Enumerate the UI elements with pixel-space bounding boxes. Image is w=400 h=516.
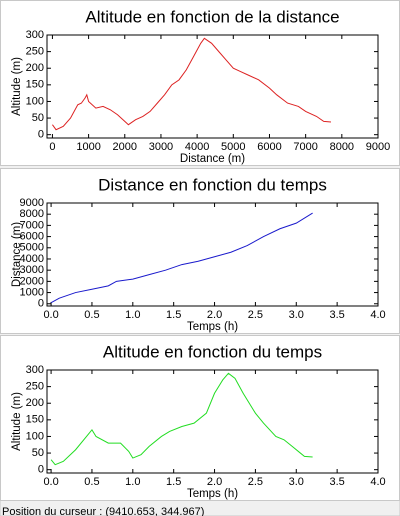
x-tick-label: 3.5: [329, 476, 344, 488]
y-tick-label: 150: [26, 414, 44, 426]
y-tick-label: 100: [26, 430, 44, 442]
y-tick-label: 0: [38, 298, 44, 310]
x-tick-label: 4000: [185, 141, 209, 153]
y-tick-label: 200: [26, 397, 44, 409]
x-tick-label: 0.5: [84, 309, 99, 321]
chart-panel: Altitude en fonction de la distance 0 50 10…: [0, 0, 400, 166]
x-tick-label: 3.0: [289, 476, 304, 488]
x-tick-label: 4.0: [370, 309, 385, 321]
x-tick-label: 6000: [257, 141, 281, 153]
chart-panel: Distance en fonction du temps 01000200030…: [0, 168, 400, 334]
y-tick-label: 50: [32, 447, 44, 459]
x-tick-label: 3.5: [329, 309, 344, 321]
y-tick-label: 0: [38, 464, 44, 476]
x-tick-label: 2000: [113, 141, 137, 153]
y-axis-label: Altitude (m): [11, 392, 23, 451]
y-tick-label: 1000: [20, 286, 44, 298]
x-tick-label: 2.0: [207, 476, 222, 488]
x-tick-label: 2.0: [207, 309, 222, 321]
x-axis-label: Temps (h): [187, 321, 238, 333]
plot-frame: [46, 202, 379, 307]
y-tick-label: 3000: [20, 264, 44, 276]
y-tick-label: 100: [26, 95, 44, 107]
plot-frame: [46, 369, 379, 474]
y-tick-label: 250: [26, 381, 44, 393]
x-tick-label: 1.5: [166, 309, 181, 321]
x-tick-label: 3000: [149, 141, 173, 153]
y-tick-label: 150: [26, 79, 44, 91]
x-tick-label: 0.0: [43, 309, 58, 321]
x-tick-label: 5000: [221, 141, 245, 153]
chart-title: Altitude en fonction du temps: [103, 342, 322, 361]
y-tick-label: 6000: [20, 230, 44, 242]
y-tick-label: 300: [26, 364, 44, 376]
x-tick-label: 1.0: [125, 309, 140, 321]
x-tick-label: 8000: [330, 141, 354, 153]
data-line: [52, 37, 332, 131]
x-tick-label: 1.0: [125, 476, 140, 488]
x-tick-label: 0.0: [43, 476, 58, 488]
x-tick-label: 0.5: [84, 476, 99, 488]
x-tick-label: 2.5: [248, 476, 263, 488]
y-tick-label: 2000: [20, 275, 44, 287]
x-tick-label: 1000: [76, 141, 100, 153]
x-tick-label: 3.0: [289, 309, 304, 321]
y-tick-label: 200: [26, 62, 44, 74]
x-axis-label: Distance (m): [180, 153, 245, 165]
y-tick-label: 250: [26, 46, 44, 58]
status-text: Position du curseur : (9410.653, 344.967…: [2, 506, 204, 516]
y-axis-label: Distance (m): [11, 222, 23, 287]
x-tick-label: 0: [49, 141, 55, 153]
y-tick-label: 7000: [20, 219, 44, 231]
y-axis-label: Altitude (m): [11, 57, 23, 116]
y-tick-label: 5000: [20, 242, 44, 254]
plot-frame: [46, 34, 379, 139]
chart-title: Distance en fonction du temps: [98, 175, 327, 194]
y-tick-label: 300: [26, 29, 44, 41]
x-axis-label: Temps (h): [187, 488, 238, 500]
data-line: [50, 212, 313, 304]
y-tick-label: 4000: [20, 253, 44, 265]
y-tick-label: 9000: [20, 197, 44, 209]
y-tick-label: 0: [38, 129, 44, 141]
x-tick-label: 2.5: [248, 309, 263, 321]
x-tick-label: 7000: [293, 141, 317, 153]
y-tick-label: 8000: [20, 208, 44, 220]
chart-title: Altitude en fonction de la distance: [85, 7, 339, 26]
data-line: [50, 372, 313, 466]
chart-panel: Altitude en fonction du temps 0 50 100 150 20…: [0, 335, 400, 501]
x-tick-label: 4.0: [370, 476, 385, 488]
x-tick-label: 1.5: [166, 476, 181, 488]
y-tick-label: 50: [32, 112, 44, 124]
x-tick-label: 9000: [366, 141, 390, 153]
